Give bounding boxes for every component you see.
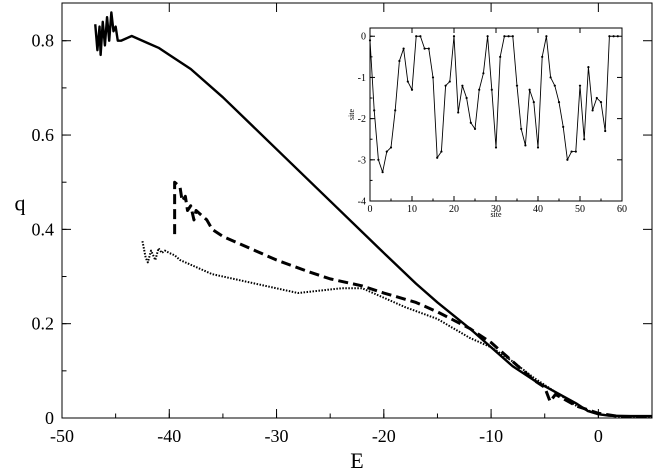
inset-data-point	[373, 109, 376, 112]
inset-data-point	[482, 72, 485, 75]
inset-data-point	[515, 84, 519, 87]
inset-data-point	[381, 171, 384, 174]
inset-x-tick-label: 30	[491, 204, 501, 215]
main-y-tick-label: 0.6	[32, 125, 55, 145]
inset-data-point	[570, 150, 573, 153]
inset-data-point	[566, 158, 569, 161]
inset-data-point	[507, 35, 510, 38]
inset-y-tick-label: -4	[358, 197, 366, 208]
inset-data-point	[608, 35, 611, 38]
inset-data-point	[553, 84, 556, 87]
inset-data-point	[402, 47, 405, 50]
inset-data-point	[377, 158, 380, 161]
inset-data-point	[431, 76, 435, 79]
inset-data-point	[499, 55, 502, 58]
inset-data-point	[436, 156, 439, 159]
main-x-tick-label: -50	[50, 426, 74, 446]
inset-data-point	[473, 127, 477, 131]
inset-data-point	[410, 88, 414, 91]
inset-data-point	[503, 35, 506, 38]
inset-data-point	[557, 101, 561, 104]
inset-data-point	[406, 80, 409, 83]
inset-data-point	[511, 35, 514, 38]
main-y-tick-label: 0.2	[32, 314, 55, 334]
inset-data-point	[587, 66, 590, 69]
inset-data-point	[457, 111, 460, 114]
inset-data-point	[486, 35, 489, 38]
inset-data-point	[440, 150, 443, 153]
main-x-axis-title: E	[350, 448, 363, 473]
main-y-tick-label: 0	[45, 408, 54, 428]
inset-data-point	[612, 35, 615, 38]
inset-data-point	[368, 39, 372, 42]
main-series-line-3	[141, 240, 652, 418]
inset-series-line-1	[370, 35, 618, 173]
main-series-line-2	[173, 180, 652, 418]
main-y-axis-title: q	[15, 191, 26, 216]
inset-data-point	[524, 144, 527, 147]
inset-data-point	[604, 129, 607, 133]
inset-data-point	[599, 101, 603, 104]
inset-data-point	[545, 35, 548, 38]
inset-data-point	[461, 84, 464, 87]
inset-data-point	[562, 125, 565, 128]
inset-data-point	[490, 88, 493, 91]
inset-data-point	[394, 109, 397, 112]
inset-data-point	[616, 35, 619, 38]
inset-data-point	[448, 80, 451, 83]
inset-y-tick-label: -3	[358, 155, 366, 166]
main-x-tick-label: -10	[479, 426, 503, 446]
inset-y-tick-label: 0	[361, 32, 366, 43]
inset-data-point	[536, 146, 540, 149]
inset-data-point	[532, 101, 535, 104]
inset-y-axis-title: site	[347, 108, 356, 120]
inset-x-tick-label: 10	[407, 204, 417, 215]
inset-x-tick-label: 50	[575, 204, 585, 215]
inset-plot-frame	[369, 27, 623, 202]
inset-data-point	[520, 127, 523, 131]
inset-data-point	[419, 35, 422, 38]
inset-data-point	[595, 96, 598, 100]
inset-data-point	[444, 84, 447, 87]
inset-data-point	[385, 150, 388, 153]
inset-data-point	[415, 35, 418, 38]
inset-data-point	[528, 88, 531, 91]
inset-data-point	[478, 88, 481, 91]
main-x-tick-label: -40	[157, 426, 181, 446]
inset-data-point	[578, 84, 582, 87]
inset-data-point	[452, 35, 456, 38]
inset-data-point	[465, 96, 468, 100]
inset-data-point	[574, 150, 577, 153]
inset-plot: 0 10 20 30 40 50 60 0 -1 -2 -3 -4 site site	[347, 27, 627, 219]
inset-y-tick-label: -1	[358, 73, 366, 84]
inset-data-point	[389, 146, 393, 149]
inset-data-point	[398, 59, 401, 63]
inset-data-point	[583, 138, 586, 141]
inset-x-tick-label: 60	[617, 204, 627, 215]
inset-data-point	[549, 76, 552, 79]
main-x-tick-label: -30	[265, 426, 289, 446]
inset-data-point	[591, 109, 594, 112]
main-y-tick-label: 0.8	[32, 31, 55, 51]
inset-data-point	[427, 47, 430, 50]
inset-data-point	[423, 47, 426, 50]
inset-x-axis-title: site	[490, 210, 502, 219]
main-x-tick-label: -20	[372, 426, 396, 446]
main-plot: -50 -40 -30 -20 -10 000.20.40.60.8Eq	[15, 2, 653, 473]
inset-data-point	[541, 55, 544, 58]
main-x-tick-label: 0	[594, 426, 603, 446]
inset-x-tick-label: 40	[533, 204, 543, 215]
main-plot-frame	[61, 2, 653, 419]
inset-data-point	[494, 146, 498, 149]
inset-x-tick-label: 0	[368, 204, 373, 215]
main-series-line-1	[94, 11, 652, 418]
inset-x-tick-label: 20	[449, 204, 459, 215]
inset-data-point	[469, 121, 472, 124]
main-y-tick-label: 0.4	[32, 219, 55, 239]
inset-y-tick-label: -2	[358, 114, 366, 125]
